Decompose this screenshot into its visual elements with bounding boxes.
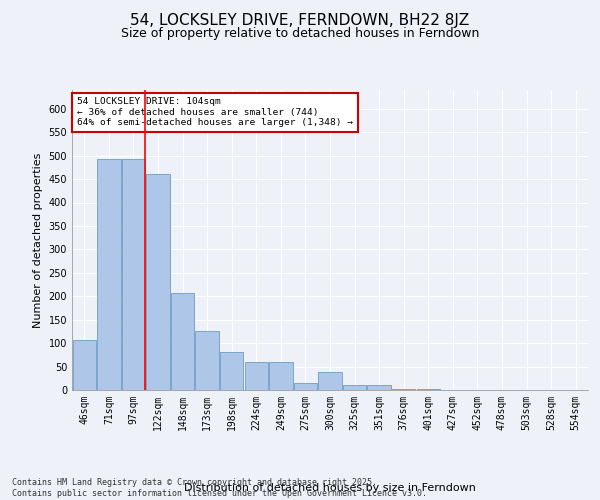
Bar	[294, 383, 317, 390]
Bar	[392, 388, 415, 390]
Text: 54, LOCKSLEY DRIVE, FERNDOWN, BH22 8JZ: 54, LOCKSLEY DRIVE, FERNDOWN, BH22 8JZ	[130, 12, 470, 28]
Text: 54 LOCKSLEY DRIVE: 104sqm
← 36% of detached houses are smaller (744)
64% of semi: 54 LOCKSLEY DRIVE: 104sqm ← 36% of detac…	[77, 98, 353, 128]
Bar	[171, 293, 194, 390]
Bar	[245, 362, 268, 390]
Bar	[97, 160, 121, 390]
Text: Contains HM Land Registry data © Crown copyright and database right 2025.
Contai: Contains HM Land Registry data © Crown c…	[12, 478, 427, 498]
Text: Size of property relative to detached houses in Ferndown: Size of property relative to detached ho…	[121, 28, 479, 40]
X-axis label: Distribution of detached houses by size in Ferndown: Distribution of detached houses by size …	[184, 483, 476, 493]
Bar	[73, 340, 96, 390]
Bar	[220, 352, 244, 390]
Bar	[146, 174, 170, 390]
Bar	[319, 372, 341, 390]
Bar	[367, 386, 391, 390]
Bar	[416, 389, 440, 390]
Bar	[122, 160, 145, 390]
Y-axis label: Number of detached properties: Number of detached properties	[33, 152, 43, 328]
Bar	[196, 332, 219, 390]
Bar	[343, 386, 366, 390]
Bar	[269, 362, 293, 390]
